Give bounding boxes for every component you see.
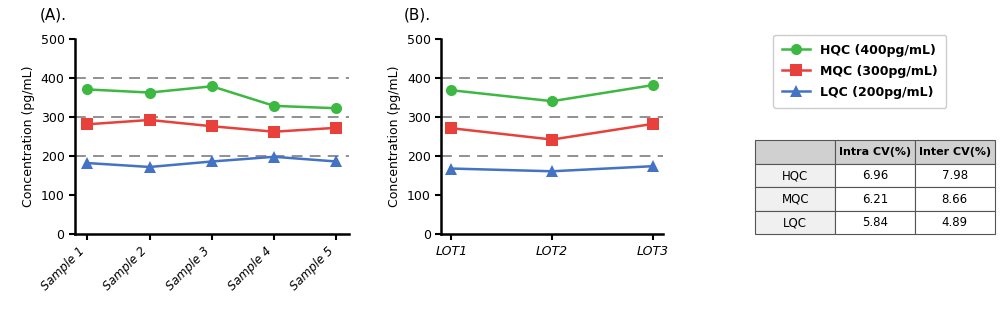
- Y-axis label: Concentration (pg/mL): Concentration (pg/mL): [388, 66, 401, 207]
- Legend: HQC (400pg/mL), MQC (300pg/mL), LQC (200pg/mL): HQC (400pg/mL), MQC (300pg/mL), LQC (200…: [773, 35, 946, 108]
- Text: (B).: (B).: [404, 8, 431, 23]
- Text: (A).: (A).: [39, 8, 66, 23]
- Y-axis label: Concentration (pg/mL): Concentration (pg/mL): [22, 66, 35, 207]
